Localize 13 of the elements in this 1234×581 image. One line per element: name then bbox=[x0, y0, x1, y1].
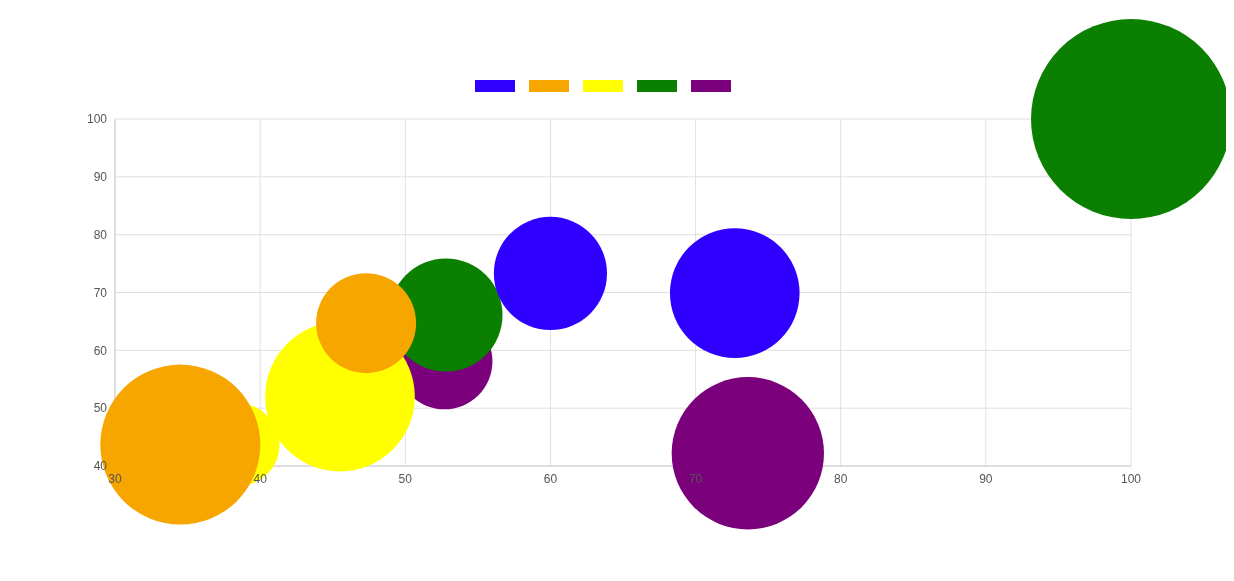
y-tick-label: 50 bbox=[93, 401, 108, 416]
x-tick-label: 100 bbox=[1120, 471, 1142, 486]
y-tick-label: 80 bbox=[93, 227, 108, 242]
x-tick-label: 90 bbox=[979, 471, 993, 486]
x-tick-label: 70 bbox=[688, 471, 703, 486]
x-tick-label: 60 bbox=[543, 471, 558, 486]
y-tick-label: 70 bbox=[93, 285, 108, 300]
x-tick-label: 30 bbox=[108, 471, 122, 486]
y-tick-label: 60 bbox=[93, 343, 108, 358]
x-tick-label: 50 bbox=[398, 471, 413, 486]
y-tick-label: 100 bbox=[86, 112, 108, 127]
x-tick-label: 80 bbox=[834, 471, 848, 486]
y-tick-label: 90 bbox=[93, 170, 108, 185]
